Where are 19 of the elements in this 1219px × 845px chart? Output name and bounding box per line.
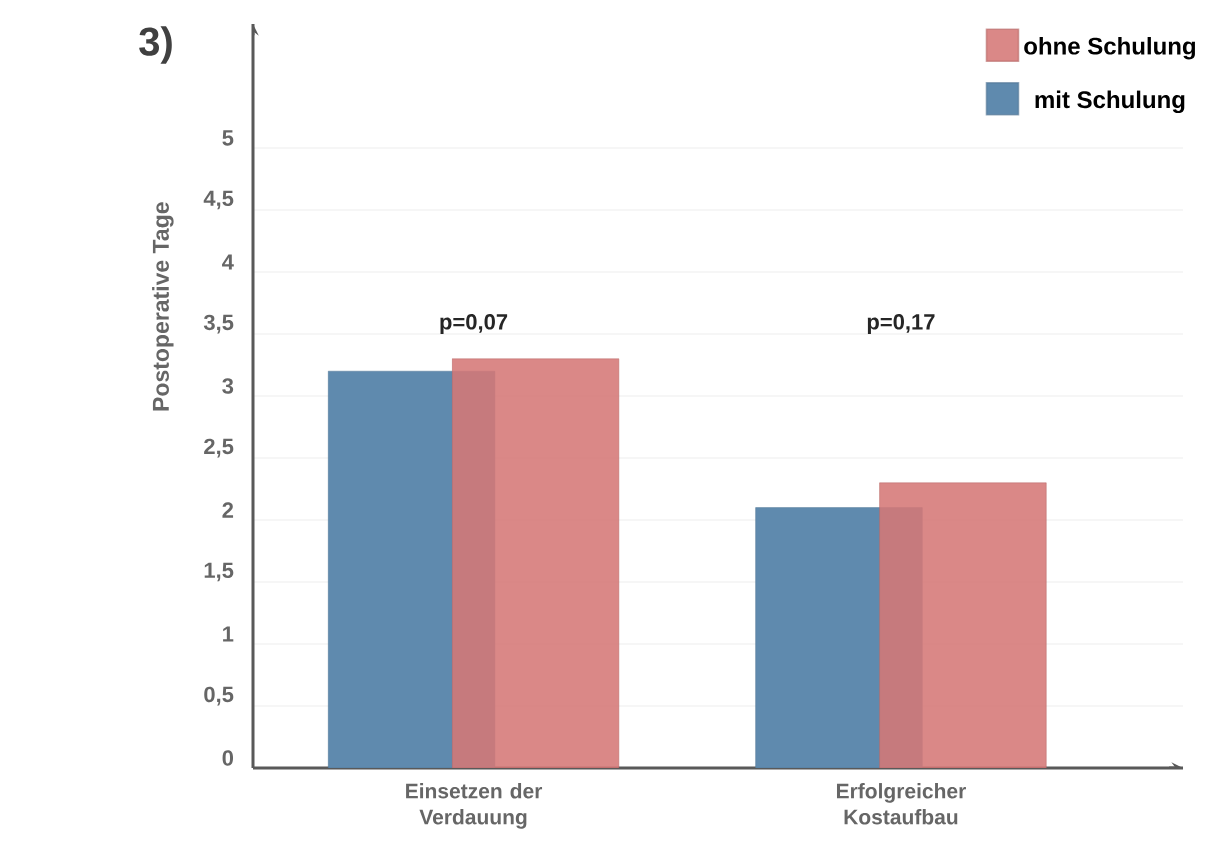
- x-tick-label: Erfolgreicher Kostaufbau: [836, 783, 966, 825]
- annotation: p=0,07: [440, 314, 508, 334]
- y-tick-label: 3,5: [203, 314, 234, 334]
- y-tick-label: 5: [222, 130, 234, 146]
- y-axis-title: Postoperative Tage: [152, 202, 174, 411]
- y-tick-label: 2,5: [204, 438, 234, 458]
- annotation: p=0,17: [867, 314, 935, 334]
- x-tick-label: Einsetzen der Verdauung: [406, 783, 543, 829]
- y-tick-label: 1: [223, 626, 234, 642]
- y-tick-label: 0,5: [204, 686, 234, 706]
- y-tick-label: 3: [222, 378, 234, 394]
- y-tick-label: 1,5: [204, 562, 234, 582]
- y-tick-label: 4,5: [203, 190, 234, 210]
- legend-label: mit Schulung: [1035, 90, 1185, 114]
- y-tick-label: 2: [222, 502, 234, 518]
- chart-title: 3): [139, 26, 172, 64]
- legend-label: ohne Schulung: [1024, 37, 1195, 60]
- y-tick-label: 4: [222, 254, 234, 270]
- y-tick-label: 0: [222, 750, 234, 766]
